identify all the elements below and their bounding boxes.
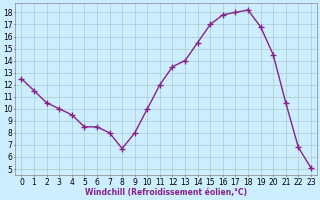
X-axis label: Windchill (Refroidissement éolien,°C): Windchill (Refroidissement éolien,°C) <box>85 188 247 197</box>
